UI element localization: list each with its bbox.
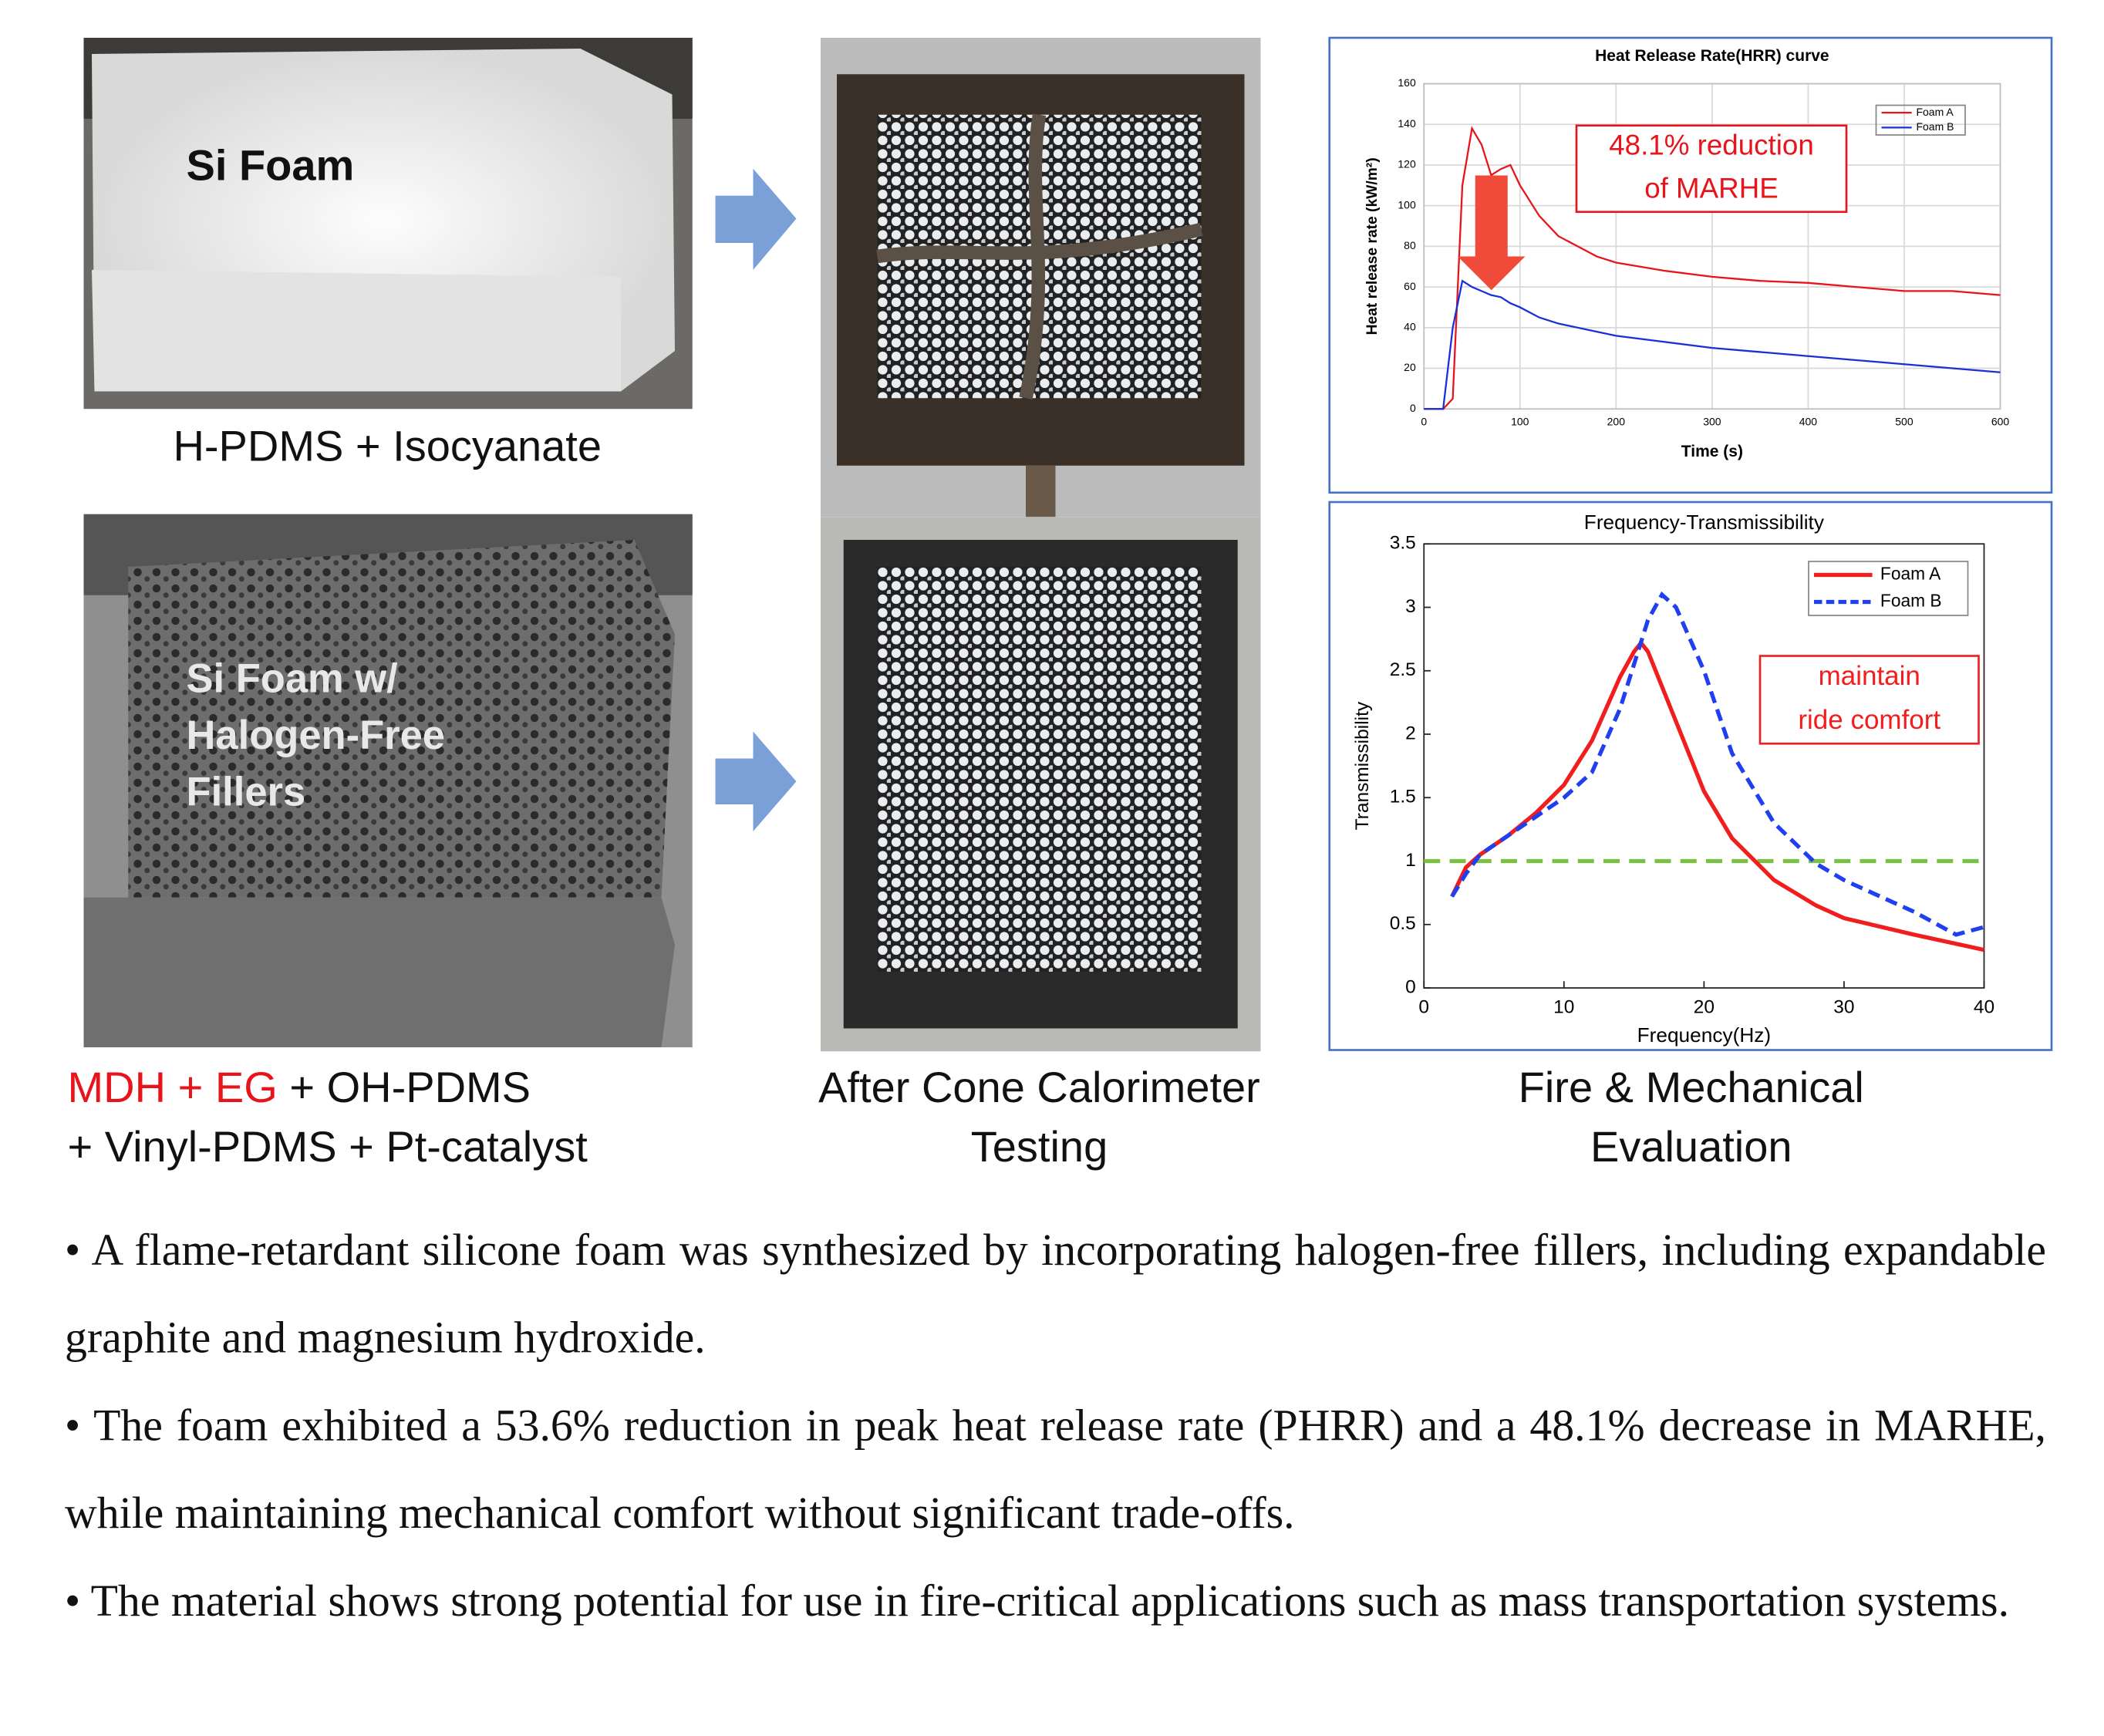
y-tick-label: 100 [1398, 198, 1416, 211]
legend-box [1875, 104, 1966, 136]
x-tick-label: 40 [1974, 997, 1994, 1018]
photo-label: Halogen-Free [187, 713, 445, 758]
y-tick-label: 0.5 [1390, 913, 1416, 934]
x-tick-label: 20 [1694, 997, 1715, 1018]
x-tick-label: 600 [1991, 415, 2010, 427]
series-line [1450, 591, 1985, 937]
x-axis-label: Frequency(Hz) [1637, 1023, 1772, 1047]
y-tick-label: 1.5 [1390, 787, 1416, 807]
y-tick-label: 0 [1410, 402, 1416, 414]
chart-frame [1328, 501, 2053, 1051]
annotation: ride comfort [1798, 705, 1940, 735]
y-tick-label: 2.5 [1390, 659, 1416, 680]
x-axis-label: Time (s) [1681, 443, 1743, 460]
x-tick-label: 30 [1833, 997, 1854, 1018]
photo-si-foam: Si Foam [83, 38, 693, 410]
bullet: The material shows strong potential for … [65, 1559, 2046, 1647]
series-line [1424, 126, 2001, 410]
photo-burnt-top [821, 38, 1261, 517]
y-tick-label: 0 [1405, 976, 1416, 997]
y-tick-label: 3 [1405, 596, 1416, 617]
x-tick-label: 500 [1895, 415, 1913, 427]
x-tick-label: 0 [1421, 415, 1427, 427]
x-tick-label: 10 [1553, 997, 1574, 1018]
x-tick-label: 300 [1703, 415, 1721, 427]
caption-highlight: MDH + EG [68, 1063, 278, 1111]
y-tick-label: 40 [1404, 321, 1416, 333]
plot-frame [1423, 543, 1985, 989]
annotation: of MARHE [1644, 172, 1779, 204]
caption: Fire & Mechanical [1519, 1063, 1864, 1111]
x-tick-label: 0 [1418, 997, 1429, 1018]
chart-title: Frequency-Transmissibility [1584, 511, 1825, 534]
bullets: A flame-retardant silicone foam was synt… [65, 1208, 2046, 1647]
legend-label: Foam A [1916, 106, 1954, 118]
legend-label: Foam A [1880, 564, 1941, 584]
photo-filled-foam: Si Foam w/ Halogen-Free Fillers [83, 514, 693, 1047]
arrow [715, 731, 797, 831]
y-tick-label: 60 [1404, 280, 1416, 292]
y-axis-label: Transmissibility [1352, 701, 1373, 830]
y-tick-label: 1 [1405, 850, 1416, 871]
caption: Testing [971, 1122, 1108, 1171]
y-tick-label: 160 [1398, 76, 1416, 89]
photo-burnt-bottom [821, 517, 1261, 1052]
x-tick-label: 400 [1799, 415, 1818, 427]
chart-frame [1328, 36, 2053, 494]
photo-label: Si Foam w/ [187, 656, 399, 702]
caption: + Vinyl-PDMS + Pt-catalyst [68, 1122, 588, 1171]
y-tick-label: 3.5 [1390, 533, 1416, 554]
y-tick-label: 2 [1405, 723, 1416, 743]
bullet: The foam exhibited a 53.6% reduction in … [65, 1384, 2046, 1559]
annotation-box [1758, 655, 1980, 745]
series-line [1424, 279, 2001, 410]
legend-box [1808, 561, 1969, 616]
bullet: A flame-retardant silicone foam was synt… [65, 1208, 2046, 1384]
y-tick-label: 80 [1404, 239, 1416, 251]
arrow [715, 168, 797, 270]
figure: Si Foam H-PDMS + Isocyanate Si Foam w/ H… [68, 36, 2053, 1171]
plot-frame [1423, 83, 2001, 410]
caption: MDH + EG + OH-PDMS [68, 1063, 531, 1111]
caption: Evaluation [1590, 1122, 1792, 1171]
caption: After Cone Calorimeter [818, 1063, 1260, 1111]
x-tick-label: 200 [1607, 415, 1626, 427]
y-tick-label: 20 [1404, 361, 1416, 373]
annotation-box [1575, 124, 1848, 214]
annotation-arrow [1458, 175, 1526, 291]
y-axis-label: Heat release rate (kW/m²) [1364, 157, 1381, 335]
x-tick-label: 100 [1511, 415, 1529, 427]
photo-label: Fillers [187, 770, 306, 815]
annotation: maintain [1819, 661, 1920, 691]
y-tick-label: 140 [1398, 117, 1416, 130]
caption-part: + OH-PDMS [278, 1063, 531, 1111]
chart-title: Heat Release Rate(HRR) curve [1595, 47, 1829, 65]
annotation: 48.1% reduction [1609, 129, 1814, 160]
photo-label: Si Foam [187, 141, 355, 190]
legend-label: Foam B [1880, 591, 1942, 611]
legend-label: Foam B [1916, 120, 1954, 133]
caption: H-PDMS + Isocyanate [173, 422, 602, 470]
y-tick-label: 120 [1398, 158, 1416, 170]
